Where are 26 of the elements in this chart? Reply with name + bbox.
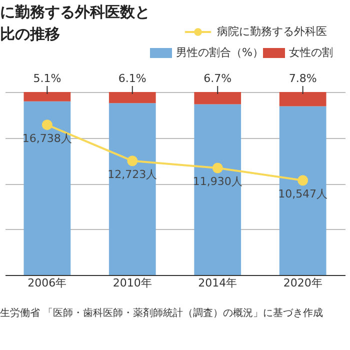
point bbox=[42, 120, 52, 130]
point bbox=[212, 162, 223, 174]
data-label: 16,738人 bbox=[22, 132, 72, 145]
point bbox=[127, 156, 138, 166]
bar bbox=[194, 92, 242, 104]
legend-label: 女性の割 bbox=[289, 46, 333, 59]
data-label: 5.1% bbox=[33, 72, 62, 85]
x-tick-label: 2014年 bbox=[198, 276, 238, 290]
bar bbox=[108, 92, 156, 104]
bar bbox=[24, 92, 71, 102]
legend-label: 病院に勤務する外科医 bbox=[217, 25, 327, 38]
point bbox=[298, 175, 308, 186]
x-tick-label: 2010年 bbox=[112, 276, 152, 290]
x-tick-label: 2006年 bbox=[28, 276, 67, 290]
legend-label: 男性の割合（%） bbox=[176, 46, 264, 59]
bar bbox=[24, 101, 71, 275]
text: 生労働省 「医師・歯科医師・薬剤師統計（調査）の概況」に基づき作成 bbox=[0, 307, 324, 319]
bar bbox=[108, 103, 156, 275]
bar bbox=[194, 104, 242, 275]
x-tick-label: 2020年 bbox=[283, 276, 322, 290]
data-label: 7.8% bbox=[288, 72, 317, 85]
bar bbox=[279, 92, 326, 106]
bar bbox=[279, 106, 326, 275]
data-label: 6.7% bbox=[204, 72, 232, 85]
chart-title: に勤務する外科医数と比の推移 bbox=[0, 3, 150, 43]
data-label: 6.1% bbox=[118, 72, 146, 85]
